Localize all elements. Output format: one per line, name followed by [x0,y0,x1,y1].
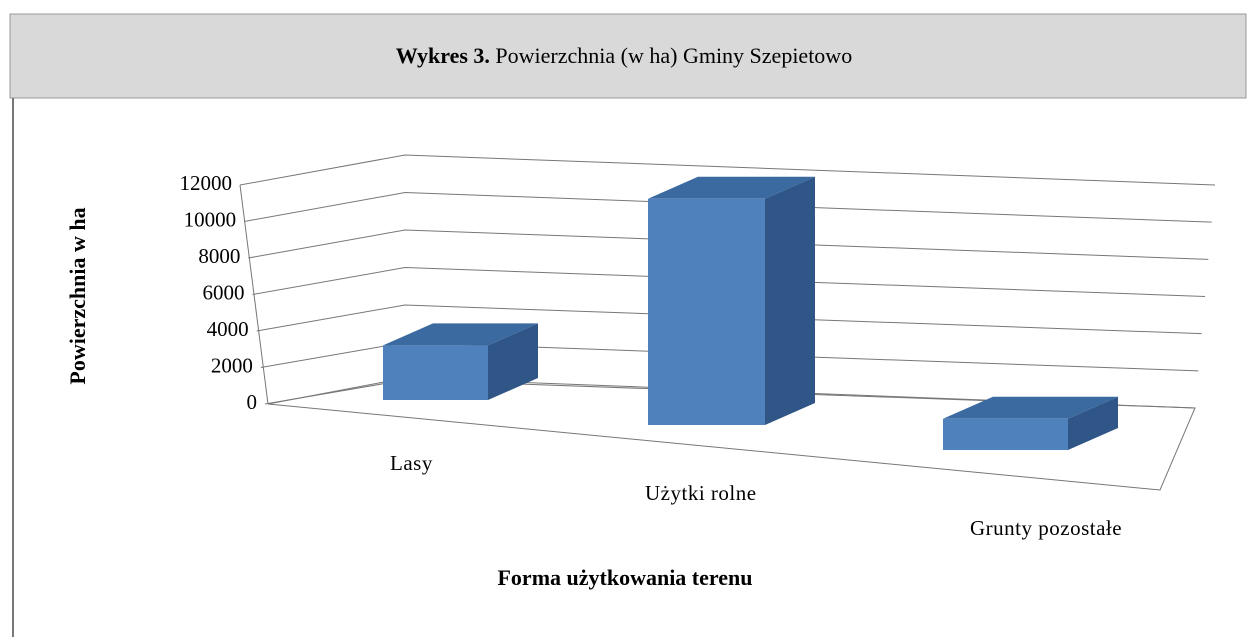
bar [648,198,765,425]
grid-line [244,191,1212,223]
grid-line [256,304,1202,335]
y-tick-label: 12000 [180,171,233,195]
grid-line [248,229,1209,260]
bar [943,418,1068,450]
bar-side [1068,396,1118,450]
axis-line [239,184,269,405]
bar-top [943,396,1118,419]
bar-top [648,176,815,199]
x-axis-title: Forma użytkowania terenu [497,565,752,590]
bar-side [765,176,815,425]
y-axis-title: Powierzchnia w ha [65,207,90,384]
bar-top [383,323,538,346]
grid-line [252,266,1206,297]
y-tick-label: 0 [247,390,258,414]
x-tick-label: Lasy [390,451,433,475]
grid-line [239,154,1216,186]
x-tick-label: Użytki rolne [645,481,757,505]
title-prefix: Wykres 3. [396,43,490,68]
y-tick-label: 2000 [211,353,253,377]
header-box [9,13,1247,99]
y-tick-label: 10000 [184,207,237,231]
x-tick-label: Grunty pozostałe [970,516,1122,540]
title-text: Powierzchnia (w ha) Gminy Szepietowo [495,43,852,68]
bar-side [488,323,538,400]
bar [383,345,488,400]
chart-title: Wykres 3. Powierzchnia (w ha) Gminy Szep… [396,43,852,68]
y-tick-label: 4000 [207,317,249,341]
y-tick-label: 6000 [203,280,245,304]
y-tick-label: 8000 [198,244,240,268]
